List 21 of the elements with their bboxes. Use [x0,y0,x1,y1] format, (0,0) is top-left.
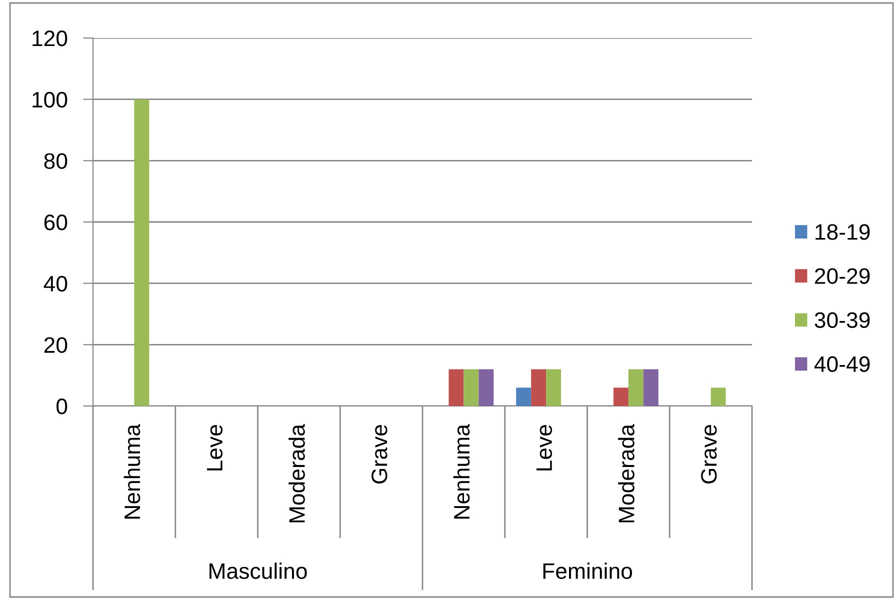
y-tick-label: 0 [56,398,68,414]
y-tick-label: 40 [44,276,68,292]
x-tick-label: Grave [372,425,388,484]
x-tick-label: Grave [701,425,717,484]
legend-label: 30-39 [814,312,870,328]
y-tick-label: 20 [44,337,68,353]
y-tick-label: 80 [44,153,68,169]
x-tick-label: Nenhuma [124,424,140,519]
legend-label: 18-19 [816,224,870,240]
text: Masculino [210,562,307,579]
x-tick-label: Nenhuma [453,424,470,519]
y-tick-label: 60 [44,214,68,230]
legend-label: 20-29 [815,268,870,284]
text: Feminino [543,562,632,579]
x-tick-label: Leve [207,425,223,470]
y-tick-label: 100 [32,92,68,108]
x-tick-label: Moderada [288,424,305,522]
y-tick-label: 120 [32,30,68,46]
x-tick-label: Leve [536,425,552,470]
x-tick-label: Moderada [618,424,634,522]
legend-label: 40-49 [814,356,870,372]
